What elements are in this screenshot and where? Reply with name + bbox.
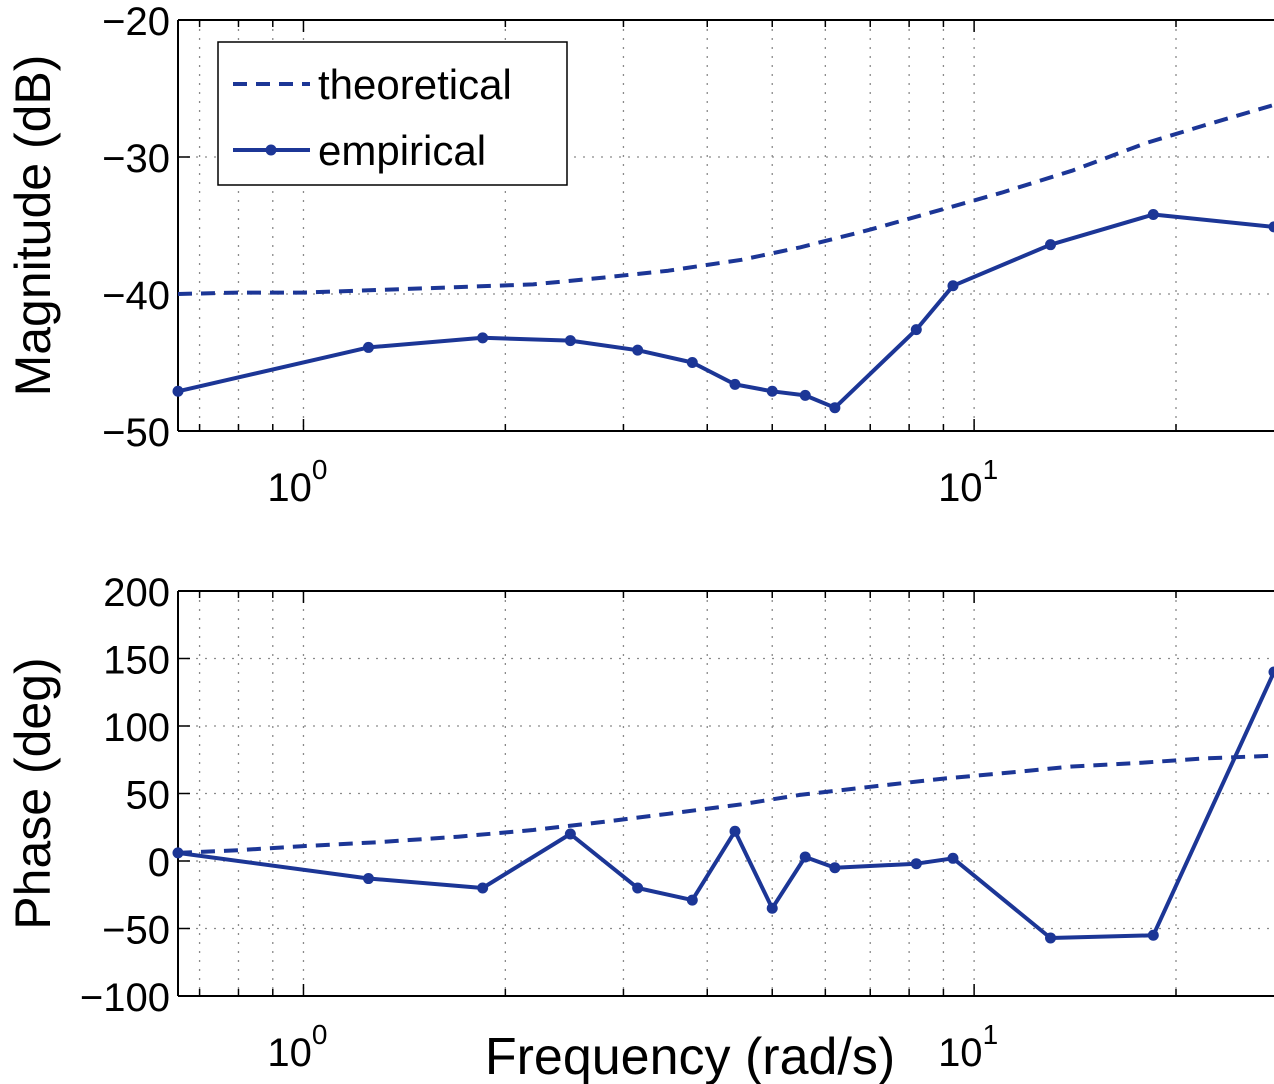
phase-empirical-point: [362, 873, 374, 885]
magnitude-ytick-label: −30: [102, 137, 170, 181]
magnitude-ylabel: Magnitude (dB): [5, 55, 61, 397]
magnitude-empirical-point: [766, 385, 778, 397]
phase-empirical-point: [947, 852, 959, 864]
magnitude-empirical-point: [632, 344, 644, 356]
magnitude-xtick-base: 10: [938, 466, 983, 510]
magnitude-xtick-exp: 1: [983, 454, 999, 485]
phase-empirical-point: [1268, 666, 1274, 678]
magnitude-empirical-point: [1268, 221, 1274, 233]
magnitude-empirical-point: [1147, 209, 1159, 221]
phase-ytick-label: 0: [148, 841, 170, 885]
phase-empirical-point: [564, 828, 576, 840]
magnitude-empirical-point: [729, 378, 741, 390]
phase-plot-area: [178, 591, 1274, 996]
phase-ytick-label: 100: [103, 706, 170, 750]
legend-label-empirical: empirical: [318, 127, 486, 174]
legend-label-theoretical: theoretical: [318, 61, 512, 108]
phase-empirical-point: [829, 862, 841, 874]
phase-empirical-point: [172, 847, 184, 859]
phase-ytick-label: 150: [103, 639, 170, 683]
phase-xtick-base: 10: [267, 1031, 312, 1075]
magnitude-empirical-point: [1045, 239, 1057, 251]
magnitude-ytick-label: −20: [102, 0, 170, 44]
phase-empirical-point: [910, 858, 922, 870]
phase-ytick-label: 200: [103, 571, 170, 615]
magnitude-series-theoretical: [177, 102, 1274, 296]
phase-xtick-exp: 1: [983, 1019, 999, 1050]
phase-empirical-point: [632, 882, 644, 894]
magnitude-empirical-point: [686, 357, 698, 368]
magnitude-empirical-point: [829, 402, 841, 414]
magnitude-xtick-label: 100: [267, 454, 327, 510]
phase-empirical-point: [799, 851, 811, 863]
phase-ytick-label: −50: [102, 909, 170, 953]
magnitude-empirical-point: [799, 389, 811, 401]
legend-marker-empirical: [265, 144, 277, 156]
phase-xlabel: Frequency (rad/s): [485, 1028, 895, 1084]
magnitude-empirical-point: [564, 335, 576, 347]
phase-ytick-label: 50: [126, 774, 171, 818]
magnitude-xtick-base: 10: [267, 466, 312, 510]
phase-empirical-point: [1147, 929, 1159, 941]
legend-box: [217, 41, 568, 186]
phase-empirical-point: [766, 902, 778, 914]
phase-xtick-base: 10: [938, 1031, 983, 1075]
magnitude-empirical-point: [362, 341, 374, 353]
magnitude-xtick-exp: 0: [312, 454, 328, 485]
magnitude-empirical-point: [477, 332, 489, 344]
phase-empirical-point: [729, 825, 741, 837]
magnitude-empirical-point: [910, 324, 922, 336]
magnitude-legend: theoretical empirical: [217, 41, 568, 186]
phase-ytick-label: −100: [80, 976, 170, 1020]
magnitude-ytick-label: −40: [102, 274, 170, 318]
phase-xtick-label: 100: [267, 1019, 327, 1075]
magnitude-empirical-point: [947, 280, 959, 292]
magnitude-xtick-label: 101: [938, 454, 998, 510]
phase-ylabel: Phase (deg): [5, 657, 61, 929]
phase-xtick-label: 101: [938, 1019, 998, 1075]
phase-xtick-exp: 0: [312, 1019, 328, 1050]
phase-empirical-point: [686, 894, 698, 906]
magnitude-empirical-point: [172, 385, 184, 397]
phase-empirical-point: [477, 882, 489, 894]
magnitude-ytick-label: −50: [102, 411, 170, 455]
phase-empirical-point: [1045, 932, 1057, 944]
phase-series-theoretical: [177, 753, 1274, 855]
